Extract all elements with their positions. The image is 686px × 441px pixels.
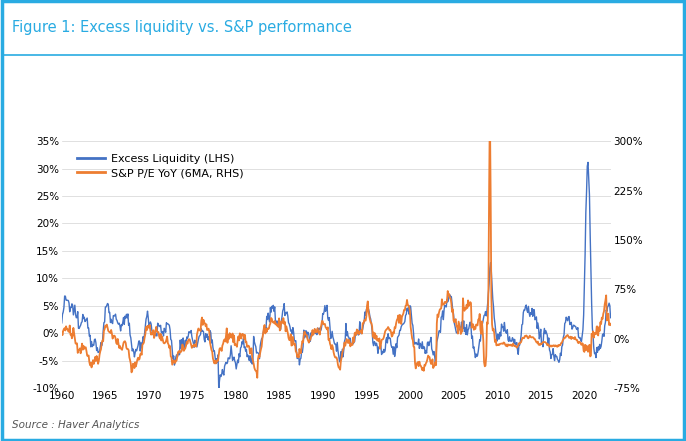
S&P P/E YoY (6MA, RHS) xyxy=(253,375,261,381)
Excess Liquidity (LHS) xyxy=(401,319,409,324)
Excess Liquidity (LHS) xyxy=(519,321,527,327)
Excess Liquidity (LHS) xyxy=(215,387,223,392)
S&P P/E YoY (6MA, RHS) xyxy=(519,336,528,341)
Excess Liquidity (LHS) xyxy=(58,320,66,325)
Excess Liquidity (LHS) xyxy=(338,355,346,360)
Excess Liquidity (LHS) xyxy=(584,160,592,165)
Text: Source : Haver Analytics: Source : Haver Analytics xyxy=(12,420,140,430)
Excess Liquidity (LHS) xyxy=(606,315,615,320)
S&P P/E YoY (6MA, RHS) xyxy=(261,322,269,328)
S&P P/E YoY (6MA, RHS) xyxy=(486,105,494,110)
S&P P/E YoY (6MA, RHS) xyxy=(598,316,606,321)
Excess Liquidity (LHS) xyxy=(261,326,269,332)
Text: Figure 1: Excess liquidity vs. S&P performance: Figure 1: Excess liquidity vs. S&P perfo… xyxy=(12,20,352,35)
S&P P/E YoY (6MA, RHS) xyxy=(606,322,615,328)
Legend: Excess Liquidity (LHS), S&P P/E YoY (6MA, RHS): Excess Liquidity (LHS), S&P P/E YoY (6MA… xyxy=(73,149,248,183)
S&P P/E YoY (6MA, RHS) xyxy=(512,344,520,349)
S&P P/E YoY (6MA, RHS) xyxy=(58,330,66,335)
Line: Excess Liquidity (LHS): Excess Liquidity (LHS) xyxy=(62,162,611,389)
Line: S&P P/E YoY (6MA, RHS): S&P P/E YoY (6MA, RHS) xyxy=(62,107,611,378)
S&P P/E YoY (6MA, RHS) xyxy=(401,308,409,313)
S&P P/E YoY (6MA, RHS) xyxy=(338,355,346,360)
Excess Liquidity (LHS) xyxy=(511,342,519,347)
Excess Liquidity (LHS) xyxy=(598,332,606,337)
